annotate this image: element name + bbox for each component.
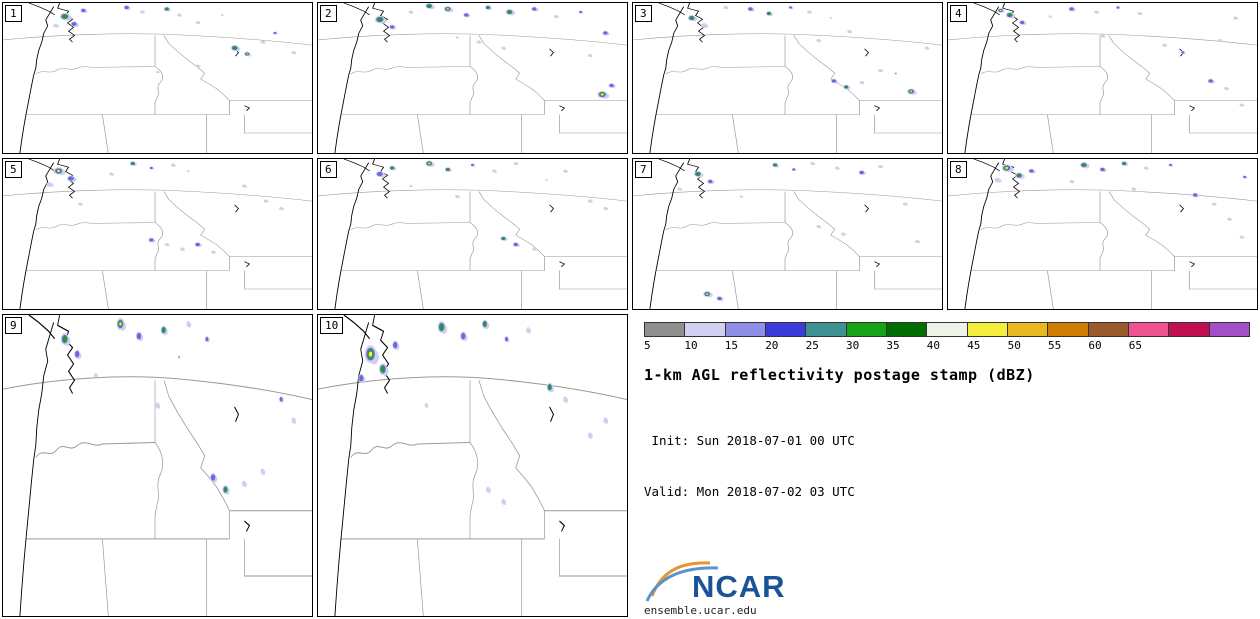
colorbar-tick: 5 [644,339,651,352]
coastline [19,159,251,309]
reflectivity-echoes [358,319,609,506]
init-time: Init: Sun 2018-07-01 00 UTC [644,433,855,448]
reflectivity-echoes [60,318,297,495]
colorbar-segment [1007,323,1049,336]
panel-number: 6 [320,161,337,178]
coastline [964,3,1196,153]
colorbar-segment [1169,323,1210,336]
state-borders [633,33,942,153]
panel-number: 3 [635,5,652,22]
coastline [334,315,566,616]
site-url: ensemble.ucar.edu [644,604,757,617]
map-svg [3,159,312,309]
panel-number: 5 [5,161,22,178]
state-borders [3,33,312,153]
map-panel-5: 5 [2,158,313,310]
colorbar-tick: 60 [1088,339,1102,352]
colorbar-tick: 65 [1128,339,1143,352]
colorbar-tick: 30 [846,339,860,352]
colorbar-segment [685,323,726,336]
map-panel-6: 6 [317,158,628,310]
colorbar-segment [765,323,807,336]
map-panel-4: 4 [947,2,1258,154]
reflectivity-echoes [53,5,297,74]
map-svg [318,315,627,616]
reflectivity-echoes [687,6,930,95]
colorbar-segment [927,323,968,336]
coastline [334,3,566,153]
reflectivity-echoes [374,3,616,99]
colorbar-tick: 55 [1048,339,1062,352]
info-panel: 5 10 15 20 25 30 35 40 45 50 55 60 65 1-km AGL refle… [632,314,1258,617]
panel-number: 8 [950,161,967,178]
coastline [649,159,881,309]
colorbar-tick: 45 [967,339,981,352]
reflectivity-echoes [677,162,921,302]
map-svg [318,3,627,153]
colorbar-segment [886,323,928,336]
reflectivity-echoes [997,6,1245,107]
map-panel-2: 2 [317,2,628,154]
state-borders [3,376,312,616]
colorbar-segment [1048,323,1089,336]
panel-number: 9 [5,317,22,334]
colorbar-tick: 35 [886,339,900,352]
colorbar-segment [1088,323,1129,336]
colorbar-tick: 20 [765,339,779,352]
state-borders [948,189,1257,309]
colorbar-segment [806,323,847,336]
colorbar [644,322,1250,337]
panel-number: 7 [635,161,652,178]
ncar-logo: NCAR [644,558,1250,604]
reflectivity-echoes [375,160,609,251]
colorbar-segment [645,323,686,336]
colorbar-tick: 40 [926,339,941,352]
panel-number: 10 [320,317,344,334]
map-panel-8: 8 [947,158,1258,310]
map-svg [3,3,312,153]
colorbar-tick: 10 [684,339,698,352]
panel-number: 4 [950,5,967,22]
map-panel-9: 9 [2,314,313,617]
map-panel-10: 10 [317,314,628,617]
state-borders [318,33,627,153]
logo-swoosh-blue-icon [645,566,719,602]
reflectivity-echoes [46,161,284,254]
colorbar-tick: 50 [1007,339,1021,352]
panel-number: 1 [5,5,22,22]
state-borders [633,189,942,309]
coastline [334,159,566,309]
coastline [649,3,881,153]
map-svg [633,159,942,309]
map-svg [948,3,1257,153]
map-svg [948,159,1257,309]
state-borders [3,189,312,309]
colorbar-segment [1209,323,1249,336]
colorbar-segment [1128,323,1170,336]
panel-number: 2 [320,5,337,22]
map-svg [3,315,312,616]
colorbar-ticks: 5 10 15 20 25 30 35 40 45 50 55 60 65 [644,337,1250,354]
colorbar-tick: 25 [805,339,819,352]
valid-time: Valid: Mon 2018-07-02 03 UTC [644,484,855,499]
state-borders [318,189,627,309]
map-panel-3: 3 [632,2,943,154]
map-svg [318,159,627,309]
ncar-logo-text: NCAR [692,569,786,604]
colorbar-segment [967,323,1008,336]
colorbar-tick: 15 [724,339,739,352]
state-borders [948,33,1257,153]
coastline [19,315,251,616]
colorbar-segment [846,323,887,336]
reflectivity-echoes [994,161,1248,239]
state-borders [318,376,627,616]
map-panel-1: 1 [2,2,313,154]
colorbar-segment [725,323,766,336]
map-svg [633,3,942,153]
plot-title: 1-km AGL reflectivity postage stamp (dBZ… [644,366,1035,384]
map-panel-7: 7 [632,158,943,310]
